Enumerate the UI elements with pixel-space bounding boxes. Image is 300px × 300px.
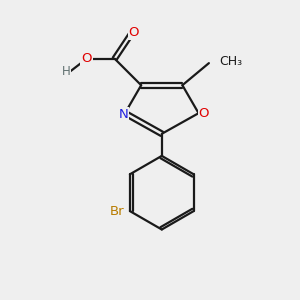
Text: O: O xyxy=(199,107,209,120)
Text: N: N xyxy=(118,108,128,121)
Text: CH₃: CH₃ xyxy=(219,55,242,68)
Text: O: O xyxy=(81,52,92,65)
Text: O: O xyxy=(129,26,139,39)
Text: Br: Br xyxy=(110,205,124,218)
Text: H: H xyxy=(62,65,70,79)
